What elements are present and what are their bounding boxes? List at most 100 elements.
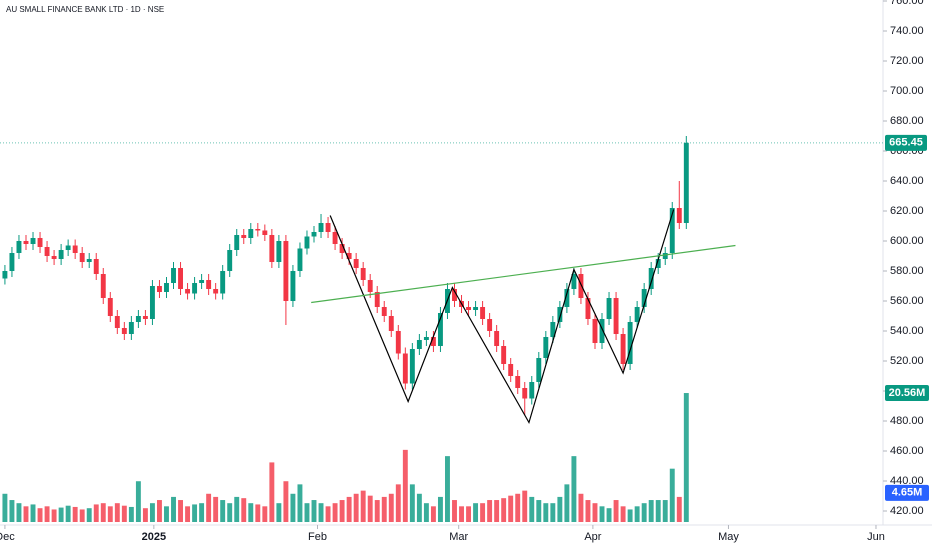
volume-bar xyxy=(332,503,338,522)
y-tick-label: 520.00 xyxy=(890,355,924,367)
candle-body xyxy=(522,388,528,399)
candle-body xyxy=(220,271,226,294)
candle-body xyxy=(171,268,176,283)
volume-bar xyxy=(269,462,275,522)
candle-body xyxy=(508,364,514,376)
price-badge-label: 665.45 xyxy=(889,137,923,149)
price-badge xyxy=(885,134,927,151)
volume-bar xyxy=(402,449,408,522)
candle-body xyxy=(437,313,443,346)
y-tick-label: 640.00 xyxy=(890,175,924,187)
plot-area xyxy=(2,136,736,522)
candle-body xyxy=(100,274,106,298)
volume-bar xyxy=(360,490,366,522)
volume-bar xyxy=(72,506,78,522)
candle-body xyxy=(135,316,141,322)
candle-body xyxy=(93,259,99,274)
candle-body xyxy=(388,316,394,331)
volume-badge xyxy=(885,385,929,402)
candle-body xyxy=(648,268,654,289)
volume-bar xyxy=(318,503,324,522)
volume-bar xyxy=(416,493,422,522)
candle-body xyxy=(571,274,577,289)
volume-bar xyxy=(325,506,331,522)
volume-bar xyxy=(58,507,64,522)
candle-body xyxy=(192,283,198,294)
candle-body xyxy=(121,328,127,334)
volume-bar xyxy=(262,506,268,522)
candle-body xyxy=(381,307,387,316)
candle-body xyxy=(487,319,493,331)
y-tick-label: 580.00 xyxy=(890,265,924,277)
volume-ma-badge-label: 4.65M xyxy=(892,487,923,499)
candle-body xyxy=(494,331,500,346)
volume-bar xyxy=(206,493,212,522)
volume-bar xyxy=(128,506,134,522)
candle-body xyxy=(529,382,535,399)
candle-body xyxy=(669,208,675,253)
volume-bar xyxy=(367,495,373,522)
candle-body xyxy=(2,271,8,279)
volume-bar xyxy=(480,503,486,522)
volume-bar xyxy=(388,493,394,522)
candle-body xyxy=(332,232,338,244)
trend-drawing xyxy=(311,244,736,304)
candle-body xyxy=(51,256,57,259)
volume-bar xyxy=(395,484,401,522)
volume-bar xyxy=(65,505,71,522)
volume-bar xyxy=(430,506,436,522)
volume-bar xyxy=(107,506,113,522)
candle-body xyxy=(297,248,303,271)
candle-body xyxy=(634,307,640,322)
candle-body xyxy=(178,268,183,289)
volume-bar xyxy=(255,504,261,522)
volume-bar xyxy=(683,393,689,522)
y-tick-label: 700.00 xyxy=(890,85,924,97)
candle-body xyxy=(37,238,43,247)
volume-bar xyxy=(30,504,36,522)
volume-bar xyxy=(2,493,8,522)
candle-body xyxy=(79,253,85,262)
candle-body xyxy=(592,319,598,343)
candle-body xyxy=(599,319,605,343)
volume-bar xyxy=(557,496,563,522)
volume-bar xyxy=(613,500,619,522)
volume-bar xyxy=(79,509,85,522)
volume-bar xyxy=(620,506,626,522)
volume-bar xyxy=(452,500,457,522)
x-tick-label: May xyxy=(718,531,739,543)
volume-bar xyxy=(353,493,359,522)
candle-body xyxy=(262,230,268,235)
y-tick-label: 480.00 xyxy=(890,415,924,427)
volume-bar xyxy=(627,509,633,522)
volume-bar xyxy=(227,503,233,522)
candle-body xyxy=(276,241,282,262)
y-tick-label: 620.00 xyxy=(890,205,924,217)
volume-bar xyxy=(473,503,479,522)
y-tick-label: 540.00 xyxy=(890,325,924,337)
candle-body xyxy=(318,223,324,232)
candle-body xyxy=(339,244,345,253)
candle-body xyxy=(662,253,668,259)
candle-body xyxy=(578,274,584,298)
volume-bar xyxy=(213,496,219,522)
volume-bar xyxy=(564,484,570,522)
y-tick-label: 440.00 xyxy=(890,475,924,487)
volume-bar xyxy=(37,508,43,522)
volume-bar xyxy=(283,481,289,522)
candle-body xyxy=(620,334,626,364)
volume-bar xyxy=(536,500,542,522)
x-tick-label: Jun xyxy=(867,531,885,543)
volume-bar xyxy=(501,498,507,522)
candle-body xyxy=(564,289,570,307)
volume-bar xyxy=(606,508,612,522)
volume-bar xyxy=(423,503,429,522)
x-tick-label: Mar xyxy=(449,531,468,543)
volume-bar xyxy=(578,493,584,522)
volume-bar xyxy=(676,496,682,522)
candle-body xyxy=(515,376,521,388)
candle-body xyxy=(613,298,619,334)
volume-bar xyxy=(522,490,528,522)
volume-bar xyxy=(51,509,57,522)
candle-body xyxy=(227,250,233,271)
